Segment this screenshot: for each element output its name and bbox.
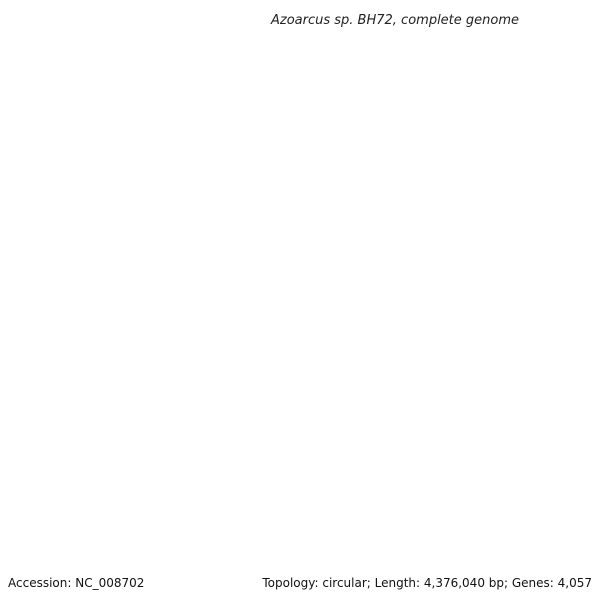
genome-summary: Topology: circular; Length: 4,376,040 bp… xyxy=(261,576,592,590)
map-title: Azoarcus sp. BH72, complete genome xyxy=(270,13,519,28)
accession-label: Accession: NC_008702 xyxy=(8,576,144,590)
